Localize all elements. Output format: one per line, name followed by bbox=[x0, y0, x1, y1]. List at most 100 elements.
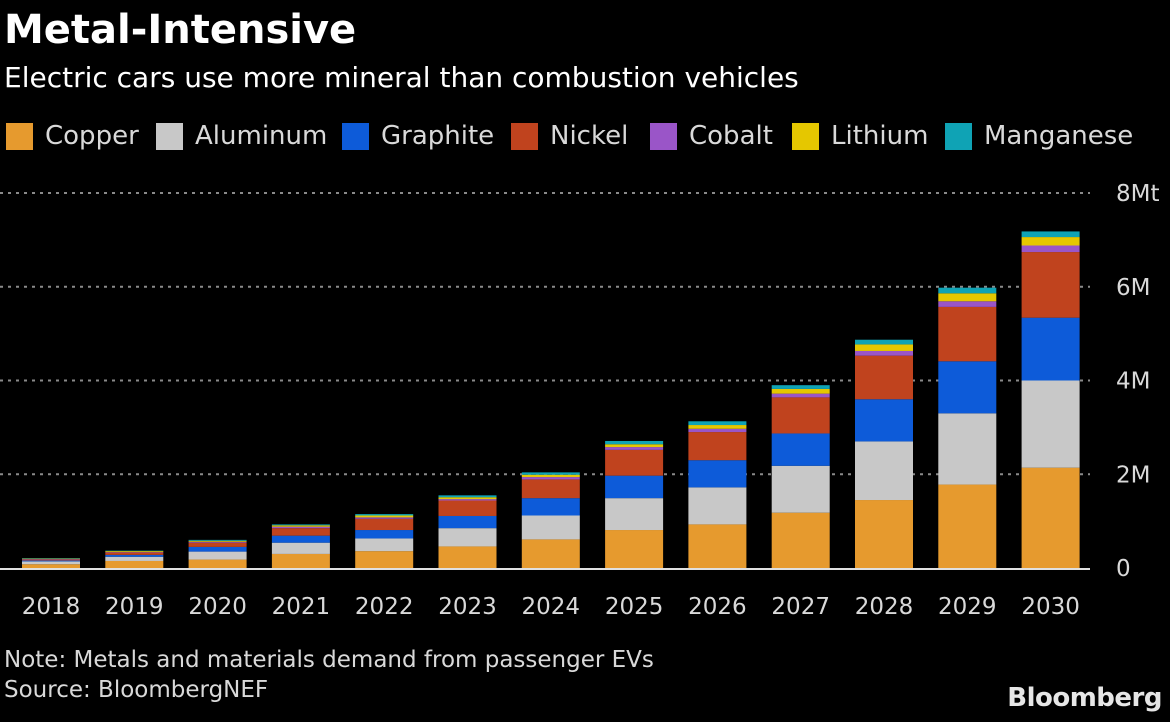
bar-copper-2021 bbox=[271, 553, 330, 568]
bar-copper-2029 bbox=[938, 484, 997, 568]
bar-nickel-2021 bbox=[271, 528, 330, 536]
bar-manganese-2024 bbox=[521, 472, 580, 475]
bar-graphite-2025 bbox=[605, 475, 664, 499]
bar-copper-2022 bbox=[355, 551, 414, 568]
bar-nickel-2029 bbox=[938, 306, 997, 362]
x-tick-label-2019: 2019 bbox=[105, 594, 164, 620]
bar-copper-2024 bbox=[521, 539, 580, 568]
bar-aluminum-2028 bbox=[855, 441, 913, 501]
bar-manganese-2029 bbox=[938, 287, 997, 294]
bar-aluminum-2021 bbox=[271, 542, 330, 554]
bar-nickel-2020 bbox=[188, 542, 247, 547]
bar-stack-2020 bbox=[188, 539, 247, 568]
bar-graphite-2021 bbox=[271, 535, 330, 543]
bar-manganese-2026 bbox=[688, 421, 747, 426]
chart-source: Source: BloombergNEF bbox=[4, 677, 269, 703]
bar-cobalt-2028 bbox=[855, 350, 913, 356]
bar-cobalt-2027 bbox=[771, 393, 830, 398]
bar-stack-2028 bbox=[855, 339, 913, 568]
bar-copper-2019 bbox=[105, 560, 164, 568]
bar-aluminum-2020 bbox=[188, 551, 247, 560]
bar-stack-2018 bbox=[22, 558, 80, 568]
bar-copper-2030 bbox=[1021, 467, 1080, 568]
legend-label-lithium: Lithium bbox=[831, 121, 929, 151]
bar-cobalt-2024 bbox=[521, 477, 580, 480]
bar-nickel-2018 bbox=[22, 559, 80, 561]
bar-stack-2022 bbox=[355, 514, 414, 568]
bar-nickel-2027 bbox=[771, 397, 830, 434]
bar-cobalt-2026 bbox=[688, 428, 747, 433]
bar-aluminum-2025 bbox=[605, 498, 664, 531]
bar-cobalt-2029 bbox=[938, 301, 997, 307]
legend-swatch-nickel bbox=[511, 122, 538, 150]
x-tick-label-2024: 2024 bbox=[522, 594, 581, 620]
bar-nickel-2022 bbox=[355, 518, 414, 531]
bar-aluminum-2018 bbox=[22, 561, 80, 565]
legend-item-manganese: Manganese bbox=[945, 118, 1133, 154]
bar-aluminum-2019 bbox=[105, 556, 164, 561]
x-tick-label-2023: 2023 bbox=[438, 594, 497, 620]
bar-graphite-2023 bbox=[438, 515, 497, 529]
legend-label-aluminum: Aluminum bbox=[195, 121, 328, 151]
bar-stack-2019 bbox=[105, 550, 164, 568]
legend-swatch-lithium bbox=[792, 122, 819, 150]
bar-aluminum-2030 bbox=[1021, 380, 1080, 468]
bar-stack-2023 bbox=[438, 495, 497, 568]
legend-label-manganese: Manganese bbox=[984, 121, 1134, 151]
bar-cobalt-2025 bbox=[605, 447, 664, 450]
stacked-bar-chart: 0 2M 4M 6M 8Mt 2018 2019 2020 2021 2022 2023 2024 20… bbox=[0, 181, 1160, 620]
bar-copper-2026 bbox=[688, 524, 747, 568]
bar-aluminum-2027 bbox=[771, 465, 830, 513]
legend-item-lithium: Lithium bbox=[792, 118, 928, 154]
legend-swatch-aluminum bbox=[156, 122, 183, 150]
bar-lithium-2028 bbox=[855, 344, 913, 351]
legend-swatch-manganese bbox=[945, 122, 972, 150]
bar-graphite-2030 bbox=[1021, 317, 1080, 381]
bar-stack-2026 bbox=[688, 421, 747, 568]
bar-manganese-2025 bbox=[605, 440, 664, 445]
chart-subtitle: Electric cars use more mineral than comb… bbox=[4, 61, 799, 94]
x-tick-label-2026: 2026 bbox=[688, 594, 747, 620]
x-tick-label-2018: 2018 bbox=[22, 594, 81, 620]
bar-manganese-2020 bbox=[188, 539, 247, 541]
bar-lithium-2022 bbox=[355, 515, 414, 518]
bar-nickel-2019 bbox=[105, 552, 164, 555]
y-tick-label-8mt: 8Mt bbox=[1116, 181, 1160, 207]
bar-copper-2027 bbox=[771, 512, 830, 568]
y-tick-label-6m: 6M bbox=[1116, 275, 1150, 301]
bar-graphite-2022 bbox=[355, 530, 414, 539]
bar-stack-2024 bbox=[521, 472, 580, 568]
chart-note: Note: Metals and materials demand from p… bbox=[4, 647, 654, 673]
bar-stack-2025 bbox=[605, 440, 664, 568]
bar-cobalt-2022 bbox=[355, 517, 414, 519]
bar-graphite-2026 bbox=[688, 460, 747, 488]
legend-swatch-copper bbox=[6, 122, 33, 150]
bar-graphite-2019 bbox=[105, 554, 164, 557]
bar-lithium-2027 bbox=[771, 388, 830, 394]
bar-aluminum-2023 bbox=[438, 528, 497, 547]
x-tick-label-2022: 2022 bbox=[355, 594, 414, 620]
legend-label-copper: Copper bbox=[45, 121, 139, 151]
x-tick-label-2030: 2030 bbox=[1021, 594, 1080, 620]
legend-swatch-graphite bbox=[342, 122, 369, 150]
chart-title: Metal-Intensive bbox=[4, 7, 357, 53]
bar-graphite-2024 bbox=[521, 498, 580, 516]
bar-aluminum-2026 bbox=[688, 487, 747, 525]
bar-cobalt-2030 bbox=[1021, 245, 1080, 253]
bar-manganese-2023 bbox=[438, 495, 497, 498]
legend-label-cobalt: Cobalt bbox=[689, 121, 773, 151]
bar-manganese-2022 bbox=[355, 514, 414, 516]
bar-manganese-2030 bbox=[1021, 231, 1080, 238]
bar-graphite-2028 bbox=[855, 399, 913, 442]
bar-nickel-2028 bbox=[855, 355, 913, 400]
bar-copper-2018 bbox=[22, 564, 80, 568]
bar-lithium-2026 bbox=[688, 425, 747, 429]
y-tick-label-4m: 4M bbox=[1116, 369, 1150, 395]
bar-copper-2020 bbox=[188, 559, 247, 568]
legend-item-copper: Copper bbox=[6, 118, 139, 154]
bar-copper-2023 bbox=[438, 546, 497, 568]
bloomberg-logo: Bloomberg bbox=[1007, 683, 1162, 713]
bar-stack-2021 bbox=[271, 524, 330, 568]
bar-lithium-2029 bbox=[938, 293, 997, 302]
x-tick-label-2027: 2027 bbox=[771, 594, 830, 620]
